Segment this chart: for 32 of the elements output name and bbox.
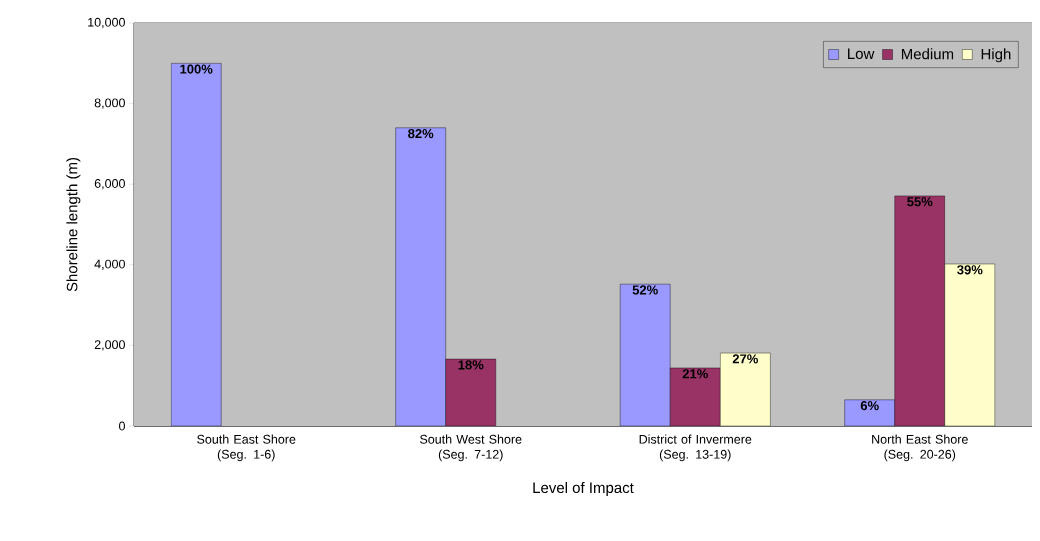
bar — [944, 263, 996, 426]
bar — [395, 127, 446, 426]
annotation: 52% — [632, 285, 658, 295]
y-tick-label: 8,000 — [94, 98, 125, 109]
bar — [670, 367, 721, 426]
y-tick-label: 10,000 — [88, 17, 125, 29]
y-tick-label: 0 — [119, 421, 125, 431]
annotation: 6% — [860, 401, 879, 411]
annotation: 82% — [408, 128, 434, 139]
annotation: 39% — [957, 265, 983, 275]
x-axis-title: Level of Impact — [533, 482, 634, 497]
y-axis-title: Shoreline length (m) — [66, 157, 81, 292]
y-tick-label: 4,000 — [94, 259, 125, 270]
x-tick-label: North East Shore (Seg. 20-26) — [872, 434, 968, 462]
y-tick-label: 6,000 — [94, 179, 125, 190]
bar — [720, 352, 771, 426]
bar — [894, 195, 945, 426]
annotation: 55% — [907, 197, 933, 207]
bar — [619, 283, 671, 426]
legend-label: Low — [848, 48, 875, 60]
annotation: 27% — [732, 354, 758, 364]
bar — [170, 63, 222, 426]
x-tick-label: South East Shore (Seg. 1-6) — [197, 434, 296, 462]
annotation: 21% — [682, 369, 708, 379]
bar — [445, 358, 496, 426]
legend-label: High — [981, 48, 1011, 63]
annotation: 18% — [458, 360, 484, 370]
annotation: 100% — [180, 64, 213, 74]
x-tick-label: District of Invermere (Seg. 13-19) — [639, 434, 752, 462]
y-tick-label: 2,000 — [94, 340, 125, 351]
legend-label: Medium — [901, 48, 954, 60]
x-tick-label: South West Shore (Seg. 7-12) — [420, 434, 522, 462]
